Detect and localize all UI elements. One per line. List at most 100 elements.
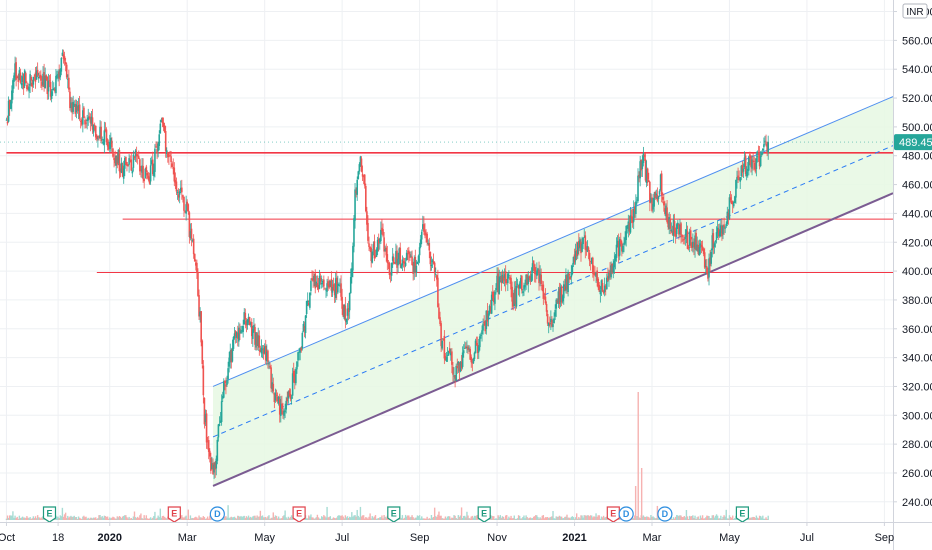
candle[interactable] (204, 409, 207, 426)
candle[interactable] (130, 152, 133, 171)
candle[interactable] (288, 388, 291, 398)
candle[interactable] (546, 310, 549, 326)
candle[interactable] (59, 68, 62, 81)
candle[interactable] (640, 159, 643, 177)
candle[interactable] (745, 166, 748, 181)
candle[interactable] (329, 280, 332, 288)
candle[interactable] (741, 161, 744, 177)
candle[interactable] (468, 345, 470, 352)
candle[interactable] (149, 157, 152, 185)
candle[interactable] (576, 241, 579, 259)
candle[interactable] (179, 180, 182, 194)
candle[interactable] (137, 150, 140, 160)
candle[interactable] (317, 278, 320, 293)
candle[interactable] (505, 278, 508, 285)
candle[interactable] (218, 416, 221, 427)
candle[interactable] (259, 345, 262, 353)
candle[interactable] (677, 219, 679, 229)
candle[interactable] (440, 320, 442, 353)
candle[interactable] (649, 181, 651, 212)
candle[interactable] (759, 150, 762, 168)
candle[interactable] (453, 367, 455, 382)
candle[interactable] (71, 97, 73, 121)
candle[interactable] (444, 353, 447, 361)
candle[interactable] (47, 73, 50, 100)
candle[interactable] (622, 243, 624, 254)
candle[interactable] (692, 233, 694, 253)
candle[interactable] (689, 226, 692, 248)
candle[interactable] (398, 247, 400, 264)
candle[interactable] (65, 62, 68, 80)
candle[interactable] (472, 357, 475, 364)
candle[interactable] (342, 304, 345, 318)
candle[interactable] (568, 272, 570, 283)
candle[interactable] (298, 348, 300, 361)
candle[interactable] (578, 233, 580, 256)
candle[interactable] (309, 292, 311, 310)
candle[interactable] (206, 436, 209, 450)
candle[interactable] (28, 83, 30, 99)
candle[interactable] (334, 272, 337, 303)
candle[interactable] (160, 117, 163, 123)
candle[interactable] (330, 271, 333, 297)
candle[interactable] (431, 258, 434, 268)
candle[interactable] (189, 223, 192, 241)
candle[interactable] (43, 63, 45, 92)
candle[interactable] (615, 237, 618, 262)
candle[interactable] (501, 269, 504, 284)
candle[interactable] (415, 259, 418, 277)
candle[interactable] (139, 158, 141, 176)
candle[interactable] (240, 325, 242, 335)
candle[interactable] (145, 164, 148, 180)
candle[interactable] (144, 167, 147, 179)
candle[interactable] (603, 277, 606, 297)
candle[interactable] (125, 156, 127, 166)
candle[interactable] (12, 78, 14, 100)
candle[interactable] (423, 216, 425, 235)
candle[interactable] (384, 245, 386, 252)
candle[interactable] (724, 225, 726, 234)
candle[interactable] (401, 255, 404, 272)
candle[interactable] (344, 296, 347, 329)
candle[interactable] (434, 267, 437, 278)
candle[interactable] (429, 251, 432, 272)
candle[interactable] (181, 179, 183, 200)
candle[interactable] (632, 200, 635, 230)
candle[interactable] (216, 437, 219, 465)
candle[interactable] (340, 275, 342, 301)
candle[interactable] (161, 117, 164, 127)
candle[interactable] (514, 281, 517, 311)
candle[interactable] (135, 146, 138, 163)
candle[interactable] (517, 284, 520, 296)
candle[interactable] (99, 120, 101, 139)
candle[interactable] (510, 274, 512, 298)
candle[interactable] (7, 96, 10, 123)
candle[interactable] (556, 298, 559, 305)
candle[interactable] (108, 134, 111, 153)
candle[interactable] (525, 274, 527, 290)
candle[interactable] (641, 155, 644, 178)
candle[interactable] (203, 397, 206, 429)
candle[interactable] (734, 195, 736, 204)
candle[interactable] (516, 278, 519, 288)
candle[interactable] (362, 174, 365, 185)
candle[interactable] (487, 310, 490, 327)
candle[interactable] (594, 266, 596, 277)
candle[interactable] (79, 118, 82, 129)
candle[interactable] (742, 163, 745, 179)
candle[interactable] (101, 136, 104, 145)
candle[interactable] (66, 74, 69, 89)
candle[interactable] (383, 232, 385, 258)
candle[interactable] (451, 348, 453, 374)
candle[interactable] (625, 225, 627, 247)
candle[interactable] (32, 76, 35, 88)
candle[interactable] (169, 150, 171, 157)
candle[interactable] (661, 192, 664, 204)
candle[interactable] (483, 315, 485, 326)
candle[interactable] (694, 229, 696, 258)
candle[interactable] (273, 392, 276, 409)
candle[interactable] (253, 318, 255, 333)
candle[interactable] (456, 358, 459, 374)
candle[interactable] (416, 261, 419, 265)
candle[interactable] (5, 117, 8, 121)
